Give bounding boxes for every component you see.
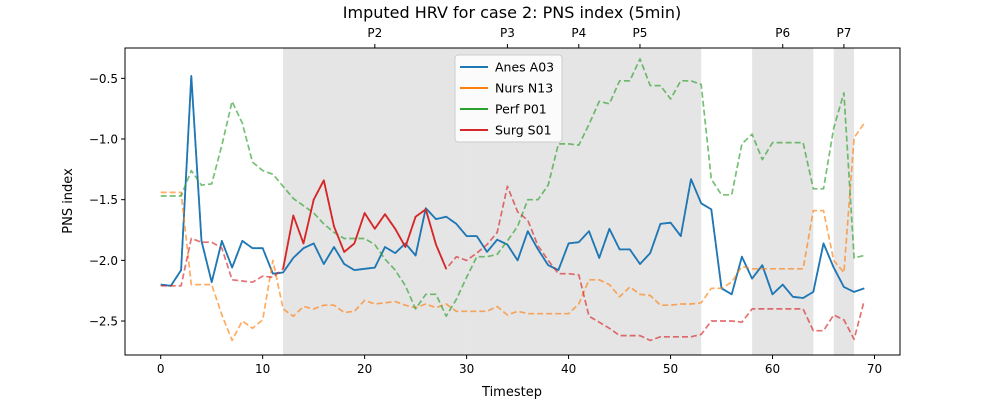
y-tick-label: −2.5 xyxy=(89,315,118,329)
x-axis-label: Timestep xyxy=(481,385,542,400)
chart-title: Imputed HRV for case 2: PNS index (5min) xyxy=(343,3,681,22)
phase-label: P7 xyxy=(836,26,851,40)
series-line-observed xyxy=(282,179,448,270)
legend-label: Perf P01 xyxy=(495,102,547,117)
phase-span xyxy=(568,48,579,355)
series-line-observed xyxy=(160,75,723,289)
phase-label: P4 xyxy=(571,26,586,40)
phase-labels: P2 P3 P4 P5 P6 P7 xyxy=(367,26,851,48)
x-tick-label: 10 xyxy=(255,362,270,376)
phase-span xyxy=(752,48,814,355)
y-axis-ticks: −2.5 −2.0 −1.5 −1.0 −0.5 xyxy=(89,72,125,329)
series-lines xyxy=(160,58,866,342)
phase-label: P5 xyxy=(633,26,648,40)
y-tick-label: −1.5 xyxy=(89,193,118,207)
x-tick-label: 20 xyxy=(357,362,372,376)
phase-span xyxy=(283,48,447,355)
x-tick-label: 30 xyxy=(459,362,474,376)
series-line-imputed xyxy=(160,179,866,342)
series-line-imputed xyxy=(160,122,865,342)
y-tick-label: −1.0 xyxy=(89,133,118,147)
phase-label: P2 xyxy=(367,26,382,40)
series-line-observed xyxy=(721,242,865,299)
phase-label: P3 xyxy=(500,26,515,40)
legend-label: Anes A03 xyxy=(495,60,554,75)
y-axis-label: PNS index xyxy=(61,168,76,234)
phase-span xyxy=(578,48,589,355)
y-tick-label: −2.0 xyxy=(89,254,118,268)
phase-label: P6 xyxy=(775,26,790,40)
x-tick-label: 50 xyxy=(663,362,678,376)
x-tick-label: 0 xyxy=(157,362,165,376)
phase-span xyxy=(588,48,600,355)
plot-frame xyxy=(124,47,901,356)
x-tick-label: 60 xyxy=(765,362,780,376)
phase-span xyxy=(599,48,702,355)
legend-label: Nurs N13 xyxy=(495,81,553,96)
x-tick-label: 70 xyxy=(867,362,882,376)
series-line-imputed xyxy=(160,58,865,318)
y-tick-label: −0.5 xyxy=(89,72,118,86)
legend-label: Surg S01 xyxy=(495,123,552,138)
legend: Anes A03 Nurs N13 Perf P01 Surg S01 xyxy=(454,54,563,143)
x-axis-ticks: 0 10 20 30 40 50 60 70 xyxy=(157,355,882,376)
x-tick-label: 40 xyxy=(561,362,576,376)
legend-box xyxy=(454,54,563,143)
phase-spans xyxy=(283,48,855,355)
